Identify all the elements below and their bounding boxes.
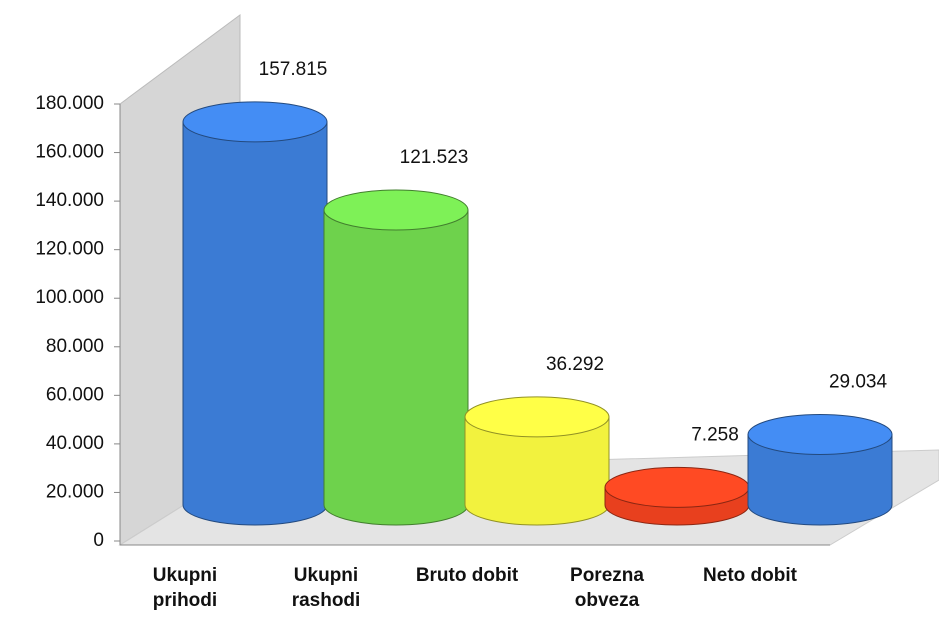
cylinder-body [747,434,893,526]
y-tick-label: 0 [93,530,104,551]
x-tick-label: Ukupni rashodi [291,565,361,611]
y-tick-label: 120.000 [35,239,104,260]
x-tick-label: Porezna obveza [570,565,644,611]
cylinder-body [464,416,610,526]
cylinder-body [323,209,469,526]
x-tick-label: Ukupni prihodi [152,565,218,611]
cylinder-top [604,466,750,508]
x-tick-label: Bruto dobit [415,565,519,586]
cylinder-top [747,414,893,456]
y-tick-label: 80.000 [46,336,104,357]
cylinder-top [323,189,469,231]
y-tick-label: 140.000 [35,190,104,211]
data-label: 157.815 [259,59,328,80]
y-tick-label: 40.000 [46,433,104,454]
y-tick-label: 60.000 [46,384,104,405]
data-label: 121.523 [400,147,469,168]
y-tick-label: 180.000 [35,93,104,114]
y-tick-label: 100.000 [35,287,104,308]
y-tick-label: 160.000 [35,142,104,163]
data-label: 29.034 [829,372,888,393]
cylinder-body [182,121,328,526]
cylinder-top [464,396,610,438]
cylinder-top [182,101,328,143]
data-label: 7.258 [691,424,739,445]
x-tick-label: Neto dobit [703,565,797,586]
data-label: 36.292 [546,354,604,375]
y-tick-label: 20.000 [46,481,104,502]
